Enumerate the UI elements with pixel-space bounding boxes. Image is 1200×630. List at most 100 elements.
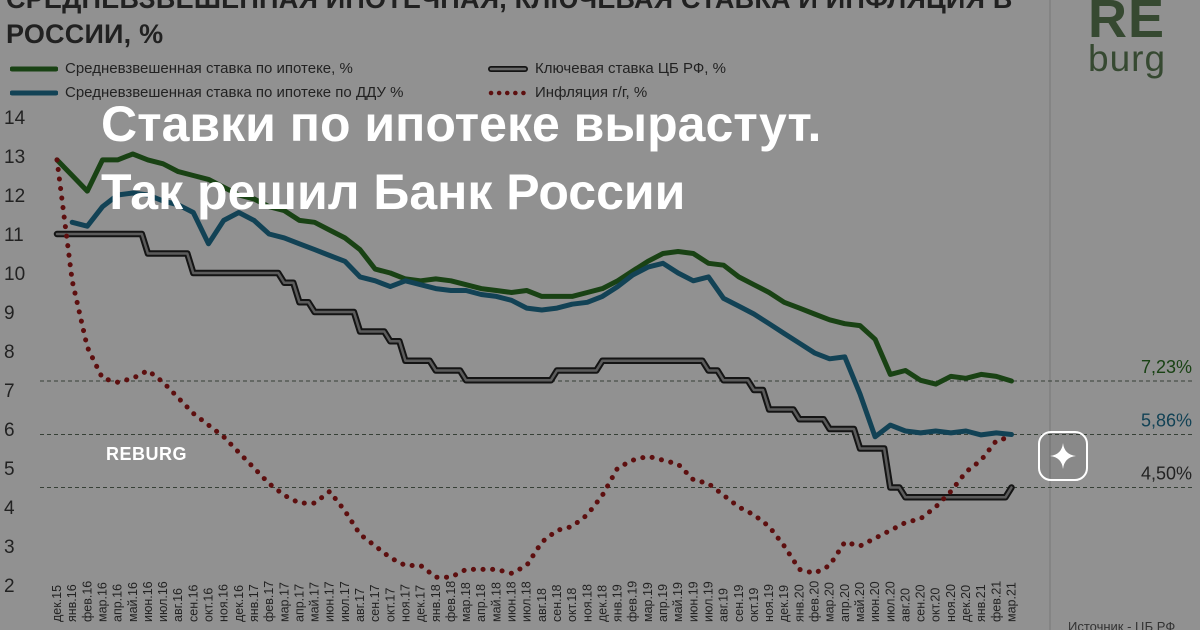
x-tick-label: фев.16	[80, 581, 94, 622]
legend-label-inflation: Инфляция г/г, %	[535, 84, 648, 101]
y-tick-label: 2	[4, 576, 15, 597]
x-tick-label: фев.21	[989, 581, 1003, 622]
legend-swatch-key-rate	[488, 65, 528, 72]
x-tick-label: ноя.17	[398, 584, 412, 622]
x-tick-label: мар.19	[641, 582, 655, 622]
x-tick-label: апр.19	[656, 584, 670, 622]
headline-line-1: Ставки по ипотеке вырастут.	[101, 96, 822, 152]
x-tick-label: авг.19	[717, 588, 731, 622]
x-tick-label: янв.21	[974, 584, 988, 622]
x-axis-ticks: дек.15 янв.16 фев.16 мар.16 апр.16 май.16 июн.…	[50, 581, 1018, 622]
x-tick-label: авг.17	[353, 588, 367, 622]
x-tick-label: ноя.20	[944, 584, 958, 622]
series-line-inflation	[54, 157, 1014, 580]
y-tick-label: 11	[4, 225, 24, 246]
legend-item-ddu: Средневзвешенная ставка по ипотеке по ДД…	[10, 84, 403, 101]
x-tick-label: фев.20	[808, 581, 822, 622]
sparkle-button[interactable]	[1038, 431, 1088, 481]
y-tick-label: 6	[4, 420, 15, 441]
y-axis-ticks: 2 3 4 5 6 7 8 9 10 11 12 13 14	[4, 108, 26, 597]
x-tick-label: авг.16	[171, 588, 185, 622]
y-tick-label: 12	[4, 186, 25, 207]
x-tick-label: июн.16	[141, 581, 155, 622]
series-group	[53, 151, 1015, 580]
x-tick-label: сен.16	[186, 584, 200, 622]
x-tick-label: окт.20	[929, 588, 943, 622]
x-tick-label: мар.17	[277, 582, 291, 622]
x-tick-label: май.20	[853, 582, 867, 622]
x-tick-label: сен.19	[732, 584, 746, 622]
x-tick-label: июн.17	[323, 581, 337, 622]
x-tick-label: дек.15	[50, 585, 64, 622]
x-tick-label: июн.20	[868, 581, 882, 622]
logo-re-text: RE	[1088, 0, 1166, 49]
x-tick-label: май.18	[489, 582, 503, 622]
y-tick-label: 3	[4, 537, 15, 558]
x-tick-label: дек.17	[414, 585, 428, 622]
x-tick-label: фев.19	[626, 581, 640, 622]
x-tick-label: авг.20	[898, 588, 912, 622]
y-tick-label: 5	[4, 459, 15, 480]
legend-item-mortgage: Средневзвешенная ставка по ипотеке, %	[10, 60, 353, 77]
x-tick-label: дек.16	[232, 585, 246, 622]
x-tick-label: апр.20	[838, 584, 852, 622]
x-tick-label: мар.20	[823, 582, 837, 622]
headline: Ставки по ипотеке вырастут. Так решил Ба…	[101, 90, 821, 226]
x-tick-label: мар.16	[95, 582, 109, 622]
legend-label-key-rate: Ключевая ставка ЦБ РФ, %	[535, 60, 726, 77]
x-tick-label: фев.17	[262, 581, 276, 622]
reburg-logo: RE burg	[1088, 0, 1166, 77]
legend-label-ddu: Средневзвешенная ставка по ипотеке по ДД…	[65, 84, 404, 101]
x-tick-label: янв.16	[65, 584, 79, 622]
legend-item-inflation: Инфляция г/г, %	[488, 84, 647, 101]
y-tick-label: 13	[4, 147, 25, 168]
x-tick-label: мар.21	[1004, 582, 1018, 622]
y-tick-label: 4	[4, 498, 15, 519]
reference-labels: 7,23% 5,86% 4,50%	[1141, 357, 1192, 483]
x-tick-label: дек.18	[595, 585, 609, 622]
x-tick-label: авг.18	[535, 588, 549, 622]
logo-burg-text: burg	[1088, 38, 1167, 79]
x-tick-label: май.19	[671, 582, 685, 622]
x-tick-label: июл.17	[338, 581, 352, 622]
x-tick-label: окт.19	[747, 588, 761, 622]
x-tick-label: июл.16	[156, 581, 170, 622]
x-tick-label: апр.18	[474, 584, 488, 622]
chart-title-line-2: РОССИИ, %	[6, 19, 164, 49]
x-tick-label: сен.18	[550, 584, 564, 622]
x-tick-label: ноя.18	[580, 584, 594, 622]
x-tick-label: окт.18	[565, 588, 579, 622]
x-tick-label: ноя.16	[217, 584, 231, 622]
legend-label-mortgage: Средневзвешенная ставка по ипотеке, %	[65, 60, 353, 77]
x-tick-label: июн.18	[505, 581, 519, 622]
legend-swatch-inflation	[488, 90, 528, 95]
legend-swatch-ddu	[10, 90, 58, 95]
x-tick-label: сен.17	[368, 584, 382, 622]
legend-item-key-rate: Ключевая ставка ЦБ РФ, %	[488, 60, 726, 77]
source-note: Источник - ЦБ РФ	[1068, 619, 1176, 630]
watermark-text: REBURG	[106, 444, 188, 464]
x-tick-label: июл.18	[520, 581, 534, 622]
reference-label: 5,86%	[1141, 410, 1192, 430]
x-tick-label: янв.19	[611, 584, 625, 622]
x-tick-label: окт.17	[383, 588, 397, 622]
legend-swatch-mortgage	[10, 66, 58, 71]
x-tick-label: дек.20	[959, 585, 973, 622]
x-tick-label: фев.18	[444, 581, 458, 622]
x-tick-label: ноя.19	[762, 584, 776, 622]
x-tick-label: окт.16	[202, 588, 216, 622]
x-tick-label: июн.19	[686, 581, 700, 622]
x-tick-label: янв.20	[792, 584, 806, 622]
y-tick-label: 9	[4, 303, 15, 324]
series-line-mortgage	[54, 151, 1014, 387]
y-tick-label: 14	[4, 108, 26, 129]
x-tick-label: июл.20	[883, 581, 897, 622]
chart-title-line-1: СРЕДНЕВЗВЕШЕННАЯ ИПОТЕЧНАЯ, КЛЮЧЕВАЯ СТА…	[6, 0, 1013, 15]
x-tick-label: апр.17	[292, 584, 306, 622]
y-tick-label: 8	[4, 342, 15, 363]
x-tick-label: апр.16	[111, 584, 125, 622]
